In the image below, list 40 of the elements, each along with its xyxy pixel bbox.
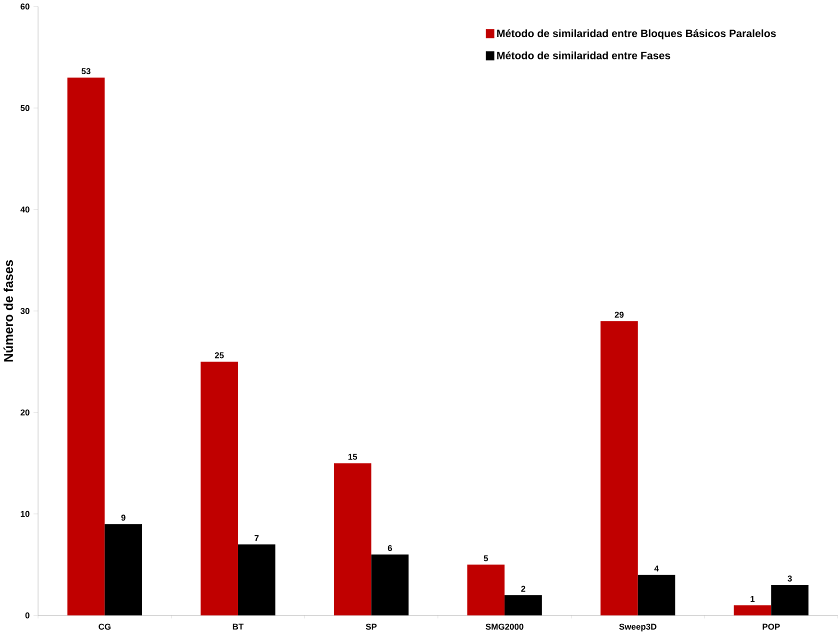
bar [334, 463, 372, 616]
x-tick-label: SP [366, 624, 377, 630]
bar [467, 564, 505, 616]
bar [200, 362, 238, 616]
y-tick-label: 20 [20, 409, 30, 416]
data-label: 29 [614, 312, 624, 318]
data-label: 5 [484, 555, 488, 562]
data-label: 6 [388, 545, 392, 552]
bar [104, 524, 142, 616]
bar [734, 605, 772, 616]
data-label: 15 [348, 454, 358, 460]
legend-label: Método de similaridad entre Bloques Básicos Paralelos [497, 29, 776, 40]
data-label: 7 [254, 535, 259, 542]
data-label: 1 [750, 596, 755, 602]
x-tick-label: Sweep3D [619, 624, 656, 632]
legend-label: Método de similaridad entre Fases [497, 51, 670, 60]
x-tick-label: CG [98, 624, 111, 630]
y-tick-label: 30 [20, 308, 30, 314]
y-tick-label: 10 [20, 510, 30, 517]
y-tick-label: 60 [20, 4, 30, 10]
x-tick-label: BT [232, 624, 244, 630]
x-tick-label: POP [762, 624, 780, 630]
data-label: 2 [521, 586, 526, 592]
data-label: 9 [121, 514, 126, 521]
bar [238, 544, 276, 616]
data-label: 3 [788, 576, 792, 582]
y-tick-label: 40 [20, 206, 30, 213]
bar [638, 574, 676, 616]
y-tick-label: 50 [20, 105, 30, 112]
y-tick-label: 0 [25, 612, 30, 618]
bar [600, 321, 638, 616]
bar [771, 585, 808, 616]
y-axis-title: Número de fases [4, 260, 14, 362]
bar [67, 78, 105, 616]
data-label: 4 [654, 566, 659, 572]
data-label: 53 [82, 68, 90, 74]
bar [371, 554, 409, 616]
data-label: 25 [214, 352, 224, 358]
x-tick-label: SMG2000 [486, 624, 524, 630]
bar [504, 595, 542, 616]
